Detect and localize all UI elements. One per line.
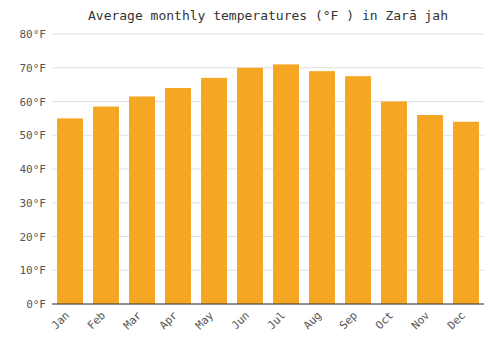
x-tick-label: Oct [373, 309, 396, 332]
y-tick-label: 40°F [20, 163, 47, 176]
grid-line [52, 34, 484, 35]
bar [381, 102, 407, 305]
bar [417, 115, 443, 304]
y-tick-label: 80°F [20, 28, 47, 41]
x-tick-label: Jan [49, 309, 72, 332]
bar [309, 71, 335, 304]
x-axis-line [52, 304, 484, 305]
bar [129, 96, 155, 304]
bar [93, 107, 119, 304]
y-tick-label: 70°F [20, 62, 47, 75]
bar [201, 78, 227, 304]
x-tick-label: Jun [229, 309, 252, 332]
bar [453, 122, 479, 304]
y-tick-label: 20°F [20, 231, 47, 244]
grid-line [52, 67, 484, 68]
x-tick-label: Sep [337, 309, 360, 332]
y-tick-label: 30°F [20, 197, 47, 210]
bars [57, 64, 479, 304]
x-tick-label: Aug [301, 309, 324, 332]
x-tick-label: Apr [157, 309, 181, 333]
bar [165, 88, 191, 304]
x-tick-label: Feb [85, 309, 108, 332]
title: Average monthly temperatures (°F ) in Za… [88, 8, 448, 23]
x-tick-label: Mar [121, 309, 145, 333]
x-tick-label: Dec [445, 309, 468, 332]
chart: Average monthly temperatures (°F ) in Za… [0, 0, 500, 350]
bar [345, 76, 371, 304]
bar [57, 118, 83, 304]
bar [273, 64, 299, 304]
chart-container: Average monthly temperatures (°F ) in Za… [0, 0, 500, 350]
x-tick-label: Nov [409, 309, 433, 333]
y-tick-label: 50°F [20, 129, 47, 142]
grid [52, 34, 484, 304]
y-tick-label: 60°F [20, 96, 47, 109]
grid-line [52, 101, 484, 102]
grid-line [52, 304, 484, 305]
x-tick-label: May [193, 309, 217, 333]
bar [237, 68, 263, 304]
y-tick-label: 0°F [26, 298, 46, 311]
x-tick-label: Jul [265, 309, 288, 332]
y-tick-label: 10°F [20, 264, 47, 277]
